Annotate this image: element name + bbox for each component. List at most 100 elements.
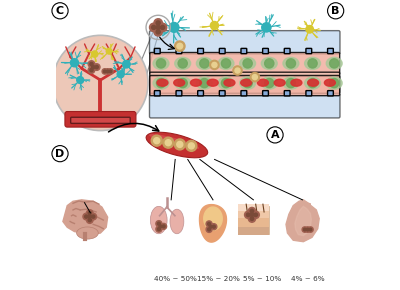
Ellipse shape [258,79,268,86]
Circle shape [154,23,162,32]
Circle shape [158,223,164,229]
Circle shape [221,79,230,88]
FancyBboxPatch shape [263,48,268,54]
Circle shape [246,213,250,217]
Polygon shape [200,205,226,242]
Circle shape [156,79,166,88]
Bar [238,227,269,235]
Circle shape [156,25,160,29]
Circle shape [154,19,162,27]
Circle shape [248,207,256,215]
Ellipse shape [157,79,168,86]
Circle shape [88,61,95,67]
Circle shape [177,142,183,147]
Circle shape [156,59,166,68]
Circle shape [178,79,187,88]
Ellipse shape [283,57,299,70]
Circle shape [175,41,185,51]
Circle shape [150,23,158,32]
Ellipse shape [218,57,234,70]
Circle shape [94,64,100,70]
Ellipse shape [308,79,319,86]
Polygon shape [295,206,312,235]
Circle shape [158,228,160,231]
Circle shape [208,228,210,231]
Circle shape [209,225,212,228]
Circle shape [243,59,252,68]
FancyBboxPatch shape [219,48,225,54]
Text: 5% ~ 10%: 5% ~ 10% [243,276,281,282]
Ellipse shape [170,209,184,234]
Ellipse shape [77,227,98,239]
FancyBboxPatch shape [150,72,340,93]
Circle shape [252,211,259,218]
Circle shape [52,146,68,162]
Circle shape [265,59,274,68]
Circle shape [162,225,165,228]
Circle shape [206,221,212,227]
Circle shape [158,222,160,225]
Ellipse shape [240,57,256,70]
Bar [238,211,269,219]
Circle shape [77,77,84,84]
Circle shape [306,26,314,33]
Circle shape [328,3,344,19]
Circle shape [92,215,95,218]
Circle shape [248,211,256,218]
Circle shape [92,51,98,57]
FancyBboxPatch shape [150,31,340,54]
Ellipse shape [153,77,169,89]
Circle shape [302,227,308,232]
FancyBboxPatch shape [328,90,333,96]
Polygon shape [63,200,108,235]
Circle shape [309,228,312,231]
Circle shape [286,59,296,68]
Bar [238,204,269,211]
Ellipse shape [241,79,252,86]
FancyBboxPatch shape [263,90,268,96]
Circle shape [152,25,156,29]
Circle shape [117,71,124,78]
Circle shape [83,213,90,220]
Ellipse shape [174,79,185,86]
Circle shape [108,69,113,74]
Circle shape [88,67,95,73]
Circle shape [154,138,160,144]
FancyBboxPatch shape [154,48,160,54]
Ellipse shape [261,77,277,89]
Ellipse shape [175,77,191,89]
Circle shape [267,127,283,143]
Circle shape [250,72,260,82]
Ellipse shape [240,77,256,89]
Polygon shape [286,200,319,242]
FancyBboxPatch shape [71,117,130,123]
Circle shape [244,211,252,218]
Ellipse shape [153,57,169,70]
FancyBboxPatch shape [198,48,204,54]
Circle shape [306,228,309,231]
Circle shape [304,228,306,231]
FancyBboxPatch shape [176,48,182,54]
Ellipse shape [149,134,199,149]
Polygon shape [204,207,222,230]
FancyBboxPatch shape [150,93,340,118]
Circle shape [212,62,217,68]
Circle shape [248,215,256,222]
Circle shape [106,48,112,54]
Circle shape [308,59,317,68]
Circle shape [88,218,91,222]
Ellipse shape [326,77,342,89]
Circle shape [200,59,209,68]
Ellipse shape [150,206,167,234]
FancyBboxPatch shape [306,90,312,96]
Ellipse shape [305,77,320,89]
Circle shape [252,75,257,80]
Circle shape [262,23,271,32]
Circle shape [158,23,167,32]
Circle shape [250,217,254,220]
FancyBboxPatch shape [154,90,160,96]
Circle shape [250,209,254,213]
Circle shape [95,66,98,69]
Circle shape [210,60,219,70]
Circle shape [159,225,162,228]
